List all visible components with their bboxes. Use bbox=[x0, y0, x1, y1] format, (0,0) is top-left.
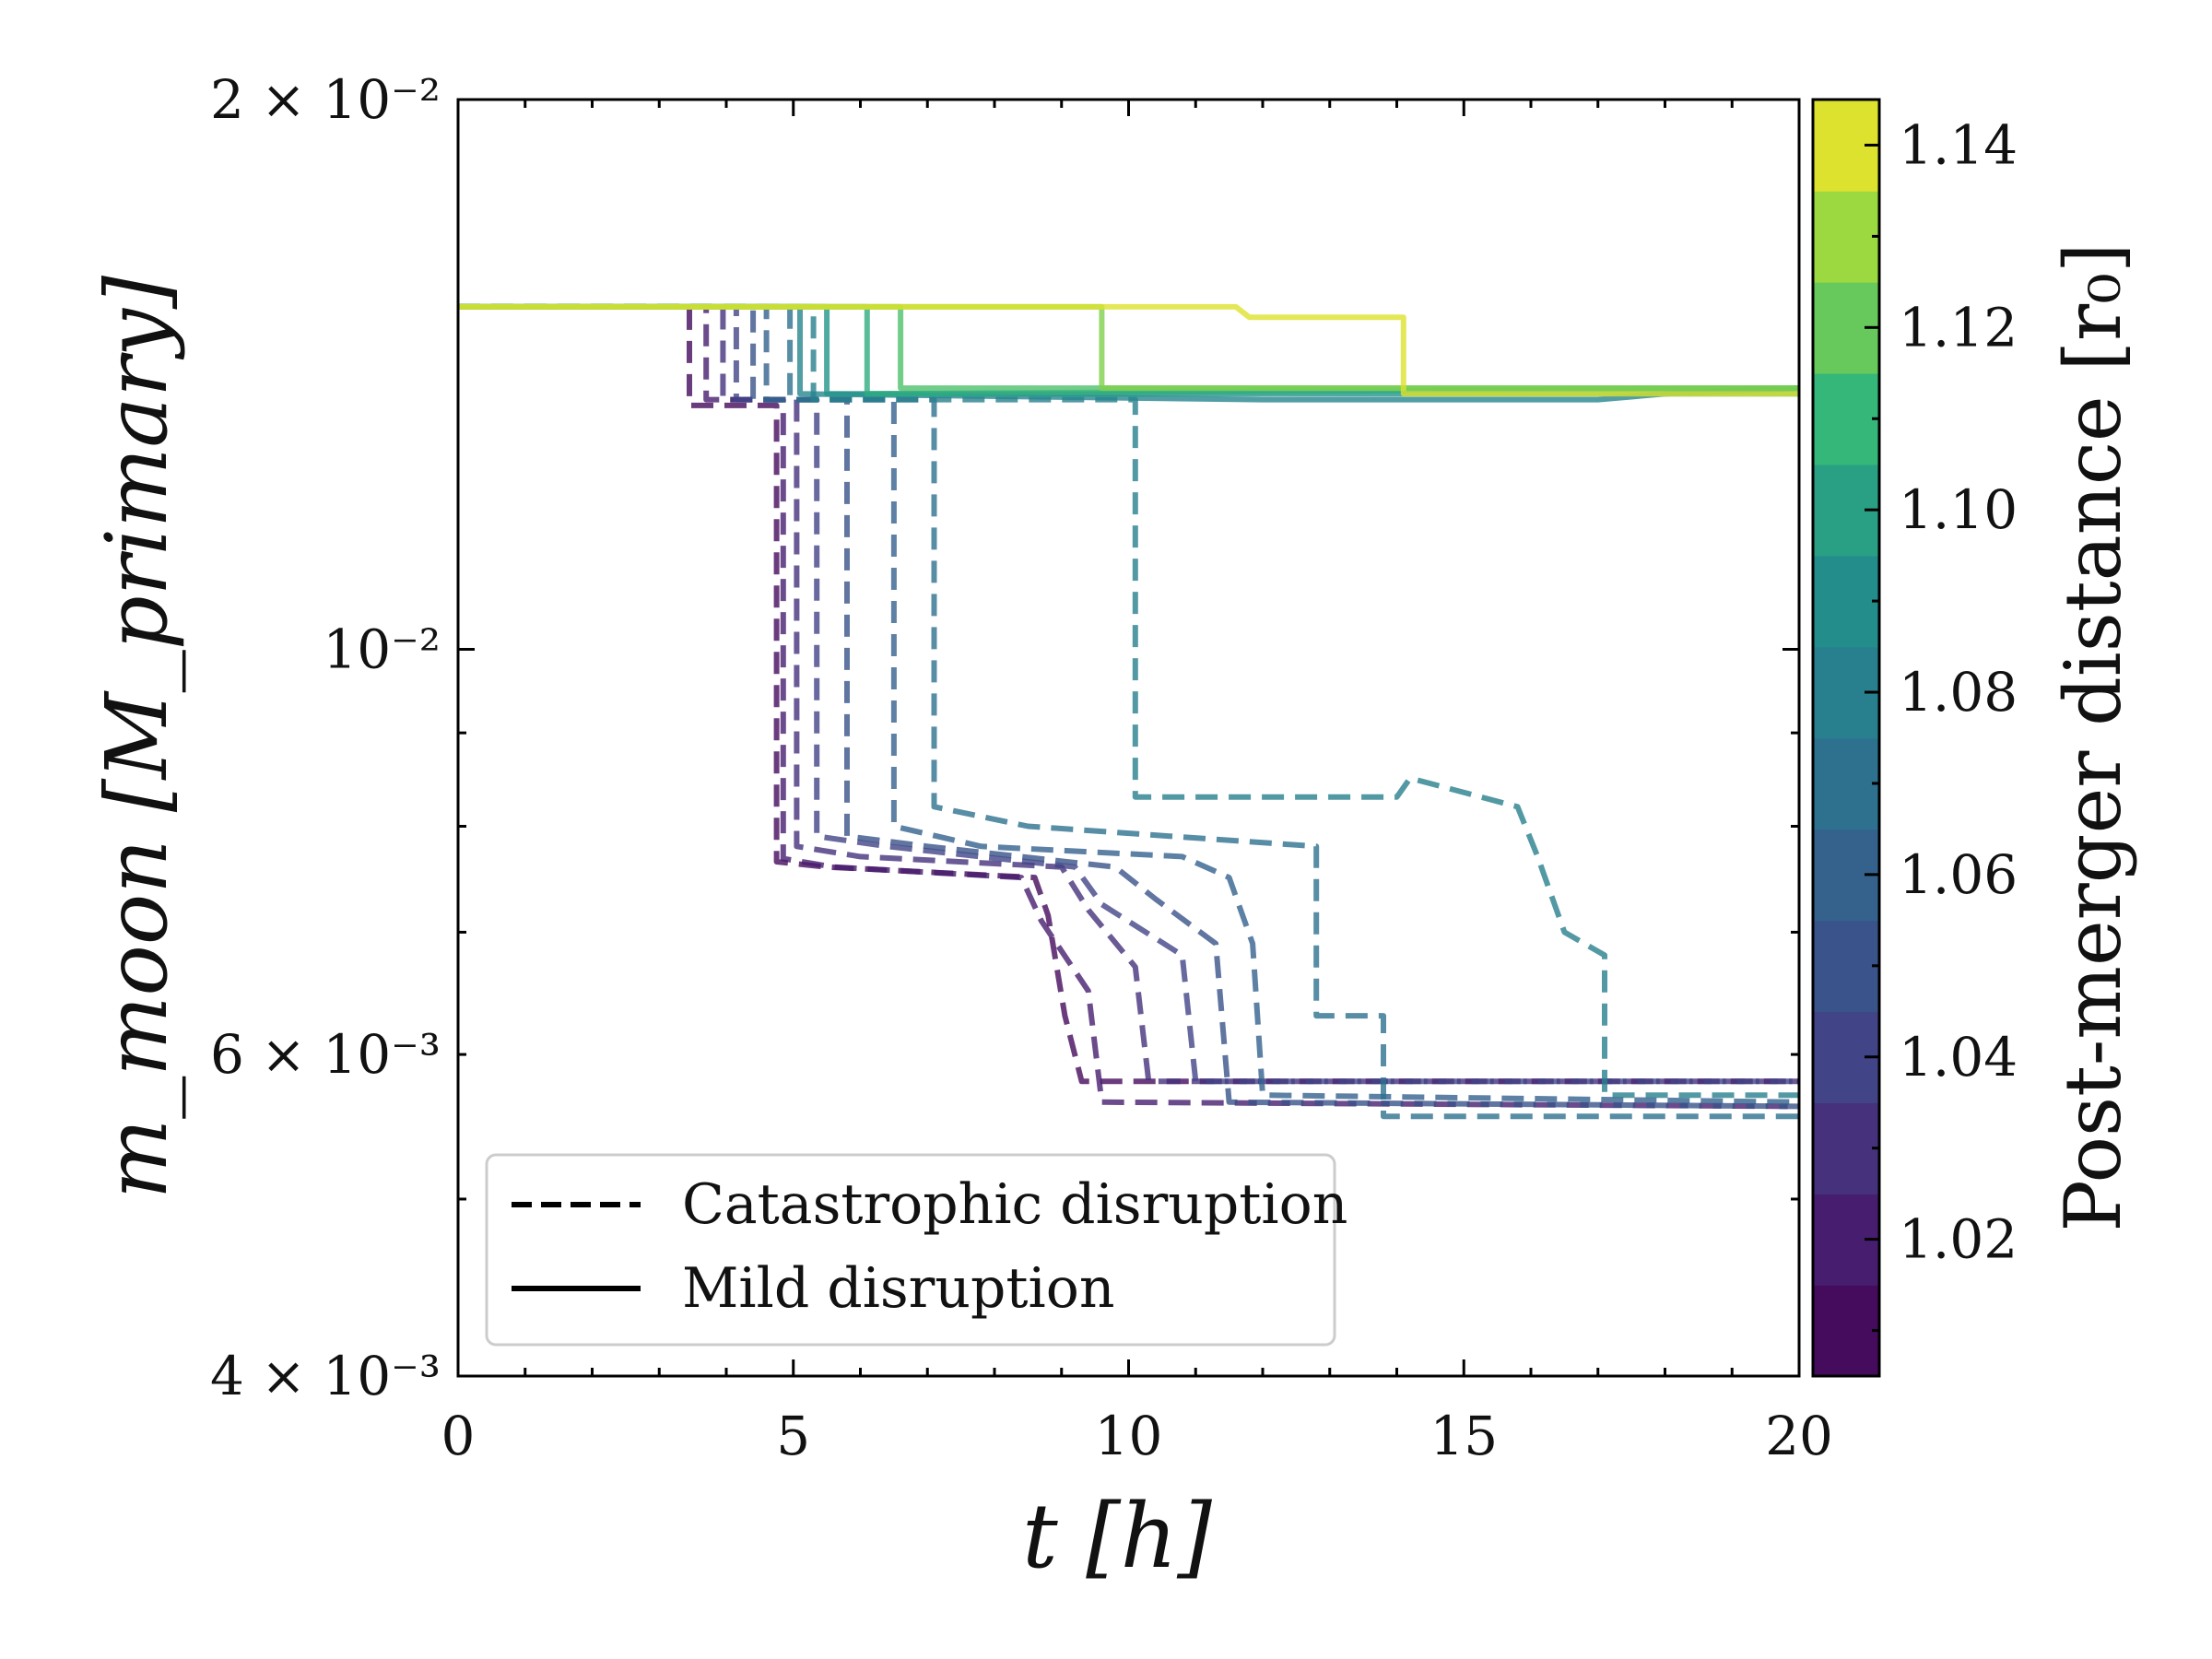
series-line bbox=[458, 303, 1799, 1085]
series-line bbox=[458, 303, 1799, 397]
x-tick-labels: 0 5 10 15 20 bbox=[441, 1405, 1833, 1467]
x-tick-label: 15 bbox=[1430, 1405, 1498, 1467]
legend-label-catastrophic: Catastrophic disruption bbox=[682, 1172, 1347, 1237]
colorbar-segment bbox=[1813, 190, 1879, 283]
series-line bbox=[458, 303, 1799, 1105]
legend-box bbox=[485, 1153, 1336, 1347]
colorbar-tick-label: 1.10 bbox=[1899, 478, 2018, 541]
colorbar-segment bbox=[1813, 920, 1879, 1013]
colorbar-tick-label: 1.06 bbox=[1899, 843, 2018, 906]
colorbar-ticks bbox=[1865, 143, 1879, 1333]
colorbar: 1.02 1.04 1.06 1.08 1.10 1.12 1.14 Post-… bbox=[1811, 98, 2138, 1378]
colorbar-tick-label: 1.04 bbox=[1899, 1026, 2018, 1088]
colorbar-tick-label: 1.14 bbox=[1899, 113, 2018, 176]
series-line bbox=[458, 303, 1799, 392]
series-line bbox=[458, 303, 1799, 1085]
colorbar-segment bbox=[1813, 555, 1879, 648]
colorbar-segment bbox=[1813, 372, 1879, 465]
legend-label-mild: Mild disruption bbox=[682, 1256, 1114, 1321]
legend: Catastrophic disruption Mild disruption bbox=[485, 1153, 1347, 1347]
colorbar-segment bbox=[1813, 1102, 1879, 1194]
x-tick-label: 0 bbox=[441, 1405, 476, 1467]
colorbar-segments bbox=[1813, 100, 1879, 1377]
colorbar-tick-label: 1.12 bbox=[1899, 296, 2018, 359]
colorbar-tick-label: 1.08 bbox=[1899, 661, 2018, 724]
y-tick-label: 10⁻² bbox=[323, 618, 441, 680]
y-tick-label: 6 × 10⁻³ bbox=[210, 1023, 441, 1086]
x-axis-title: t [h] bbox=[1022, 1485, 1212, 1588]
series-line bbox=[458, 303, 1799, 397]
colorbar-frame bbox=[1811, 98, 1881, 1378]
series-line bbox=[458, 303, 1799, 1110]
colorbar-title: Post-merger distance [r₀] bbox=[2048, 242, 2138, 1231]
series-line bbox=[458, 303, 1799, 397]
series-line bbox=[458, 303, 1799, 1110]
y-axis-title: m_moon [M_primary] bbox=[88, 276, 186, 1199]
x-tick-label: 5 bbox=[776, 1405, 810, 1467]
y-tick-labels: 2 × 10⁻² 10⁻² 6 × 10⁻³ 4 × 10⁻³ bbox=[210, 68, 441, 1407]
colorbar-tick-label: 1.02 bbox=[1899, 1208, 2018, 1271]
y-tick-label: 4 × 10⁻³ bbox=[210, 1345, 441, 1407]
tick-group bbox=[456, 98, 1801, 1378]
x-tick-label: 20 bbox=[1765, 1405, 1833, 1467]
series-line bbox=[458, 303, 1799, 1085]
y-tick-label: 2 × 10⁻² bbox=[210, 68, 441, 131]
series-line bbox=[458, 303, 1799, 1099]
colorbar-tick-labels: 1.02 1.04 1.06 1.08 1.10 1.12 1.14 bbox=[1899, 113, 2018, 1270]
series-line bbox=[458, 303, 1799, 392]
series-line bbox=[458, 303, 1799, 1120]
x-tick-label: 10 bbox=[1095, 1405, 1163, 1467]
colorbar-segment bbox=[1813, 737, 1879, 830]
colorbar-segment bbox=[1813, 1285, 1879, 1377]
series-group bbox=[458, 303, 1799, 1120]
